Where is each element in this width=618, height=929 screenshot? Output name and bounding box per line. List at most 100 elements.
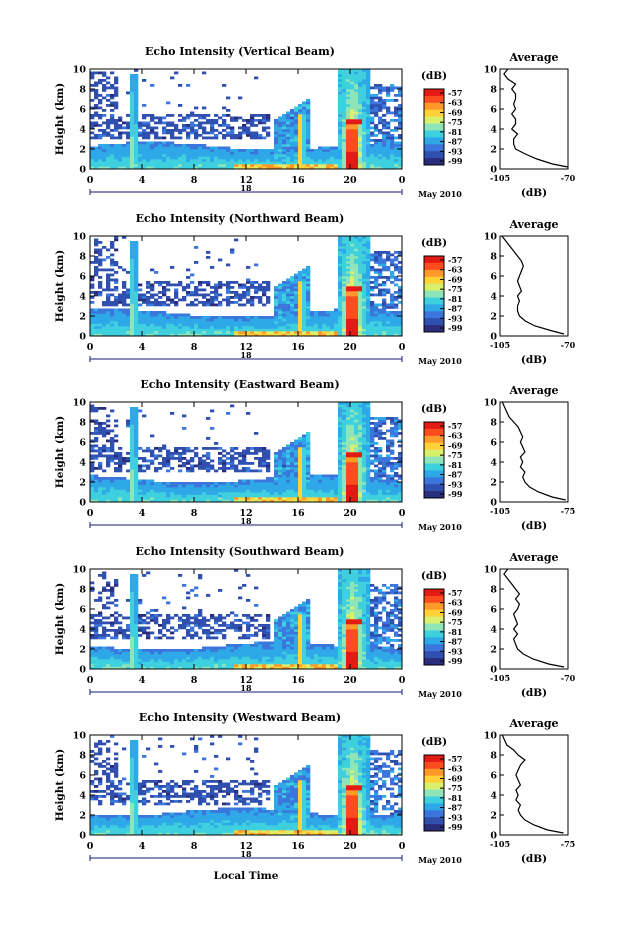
heatmap-cell <box>350 134 355 137</box>
heatmap-cell <box>370 306 375 309</box>
heatmap-cell <box>110 84 115 87</box>
heatmap-cell <box>306 467 311 470</box>
heatmap-cell <box>134 311 139 314</box>
heatmap-cell <box>346 276 351 279</box>
heatmap-cell <box>218 484 223 488</box>
heatmap-cell <box>350 462 355 465</box>
heatmap-cell <box>366 291 371 294</box>
heatmap-cell <box>98 479 103 483</box>
heatmap-cell <box>346 253 351 257</box>
heatmap-cell <box>246 318 251 322</box>
heatmap-cell <box>370 86 375 90</box>
heatmap-cell <box>122 236 127 239</box>
heatmap-cell <box>382 121 387 125</box>
heatmap-cell <box>378 166 383 170</box>
heatmap-cell <box>362 311 367 314</box>
heatmap-cell <box>202 454 207 458</box>
heatmap-cell <box>330 326 335 329</box>
heatmap-cell <box>182 149 187 152</box>
heatmap-cell <box>378 472 383 475</box>
heatmap-cell <box>358 409 363 413</box>
heatmap-cell <box>346 266 351 269</box>
heatmap-cell <box>102 321 107 324</box>
heatmap-cell <box>366 261 371 264</box>
heatmap-cell <box>386 106 391 110</box>
heatmap-cell <box>350 296 355 299</box>
heatmap-cell <box>174 146 179 150</box>
heatmap-cell <box>98 251 103 254</box>
heatmap-cell <box>290 454 295 458</box>
heatmap-cell <box>298 487 303 490</box>
heatmap-cell <box>358 154 363 157</box>
heatmap-cell <box>366 404 371 408</box>
heatmap-cell <box>386 497 391 500</box>
heatmap-cell <box>306 109 311 112</box>
heatmap-cell <box>186 116 191 120</box>
heatmap-cell <box>330 494 335 498</box>
heatmap-cell <box>174 159 179 162</box>
heatmap-cell <box>346 71 351 75</box>
heatmap-cell <box>250 159 255 162</box>
heatmap-cell <box>298 134 303 137</box>
heatmap-cell <box>370 484 375 488</box>
heatmap-cell <box>154 271 159 274</box>
heatmap-cell <box>238 154 243 157</box>
heatmap-cell <box>282 283 287 287</box>
heatmap-cell <box>362 444 367 448</box>
heatmap-cell <box>366 251 371 254</box>
heatmap-cell <box>262 303 267 307</box>
heatmap-cell <box>346 139 351 142</box>
heatmap-cell <box>230 331 235 334</box>
heatmap-cell <box>338 238 343 242</box>
heatmap-cell <box>238 326 243 329</box>
heatmap-cell <box>126 149 131 152</box>
heatmap-cell <box>126 126 131 130</box>
heatmap-cell <box>134 497 139 500</box>
heatmap-cell <box>390 271 395 274</box>
heatmap-cell <box>118 164 123 167</box>
heatmap-cell <box>354 286 359 289</box>
heatmap-cell <box>202 316 207 319</box>
heatmap-cell <box>134 409 139 413</box>
heatmap-cell <box>318 313 323 317</box>
heatmap-cell <box>354 111 359 115</box>
heatmap-cell <box>174 331 179 334</box>
heatmap-cell <box>134 331 139 334</box>
heatmap-cell <box>138 154 143 157</box>
heatmap-cell <box>94 251 99 254</box>
heatmap-cell <box>298 484 303 488</box>
heatmap-cell <box>230 489 235 493</box>
heatmap-cell <box>358 278 363 282</box>
heatmap-cell <box>338 236 343 239</box>
heatmap-cell <box>382 422 387 425</box>
heatmap-cell <box>182 164 187 167</box>
heatmap-cell <box>190 114 195 117</box>
heatmap-cell <box>90 89 95 92</box>
heatmap-cell <box>102 129 107 132</box>
heatmap-cell <box>218 116 223 120</box>
heatmap-cell <box>94 479 99 483</box>
heatmap-cell <box>394 86 399 90</box>
heatmap-cell <box>302 308 307 312</box>
heatmap-cell <box>390 489 395 493</box>
heatmap-cell <box>366 472 371 475</box>
heatmap-cell <box>158 311 163 314</box>
heatmap-cell <box>118 308 123 312</box>
heatmap-cell <box>90 276 95 279</box>
heatmap-cell <box>390 146 395 150</box>
heatmap-cell <box>250 326 255 329</box>
heatmap-cell <box>226 457 231 460</box>
heatmap-cell <box>294 326 299 329</box>
heatmap-cell <box>110 449 115 453</box>
heatmap-cell <box>206 323 211 327</box>
heatmap-cell <box>346 457 351 460</box>
heatmap-cell <box>350 71 355 75</box>
heatmap-cell <box>366 308 371 312</box>
heatmap-cell <box>290 276 295 279</box>
heatmap-cell <box>210 303 215 307</box>
heatmap-cell <box>98 477 103 480</box>
heatmap-cell <box>222 156 227 160</box>
heatmap-cell <box>206 487 211 490</box>
heatmap-cell <box>198 487 203 490</box>
heatmap-cell <box>378 432 383 435</box>
